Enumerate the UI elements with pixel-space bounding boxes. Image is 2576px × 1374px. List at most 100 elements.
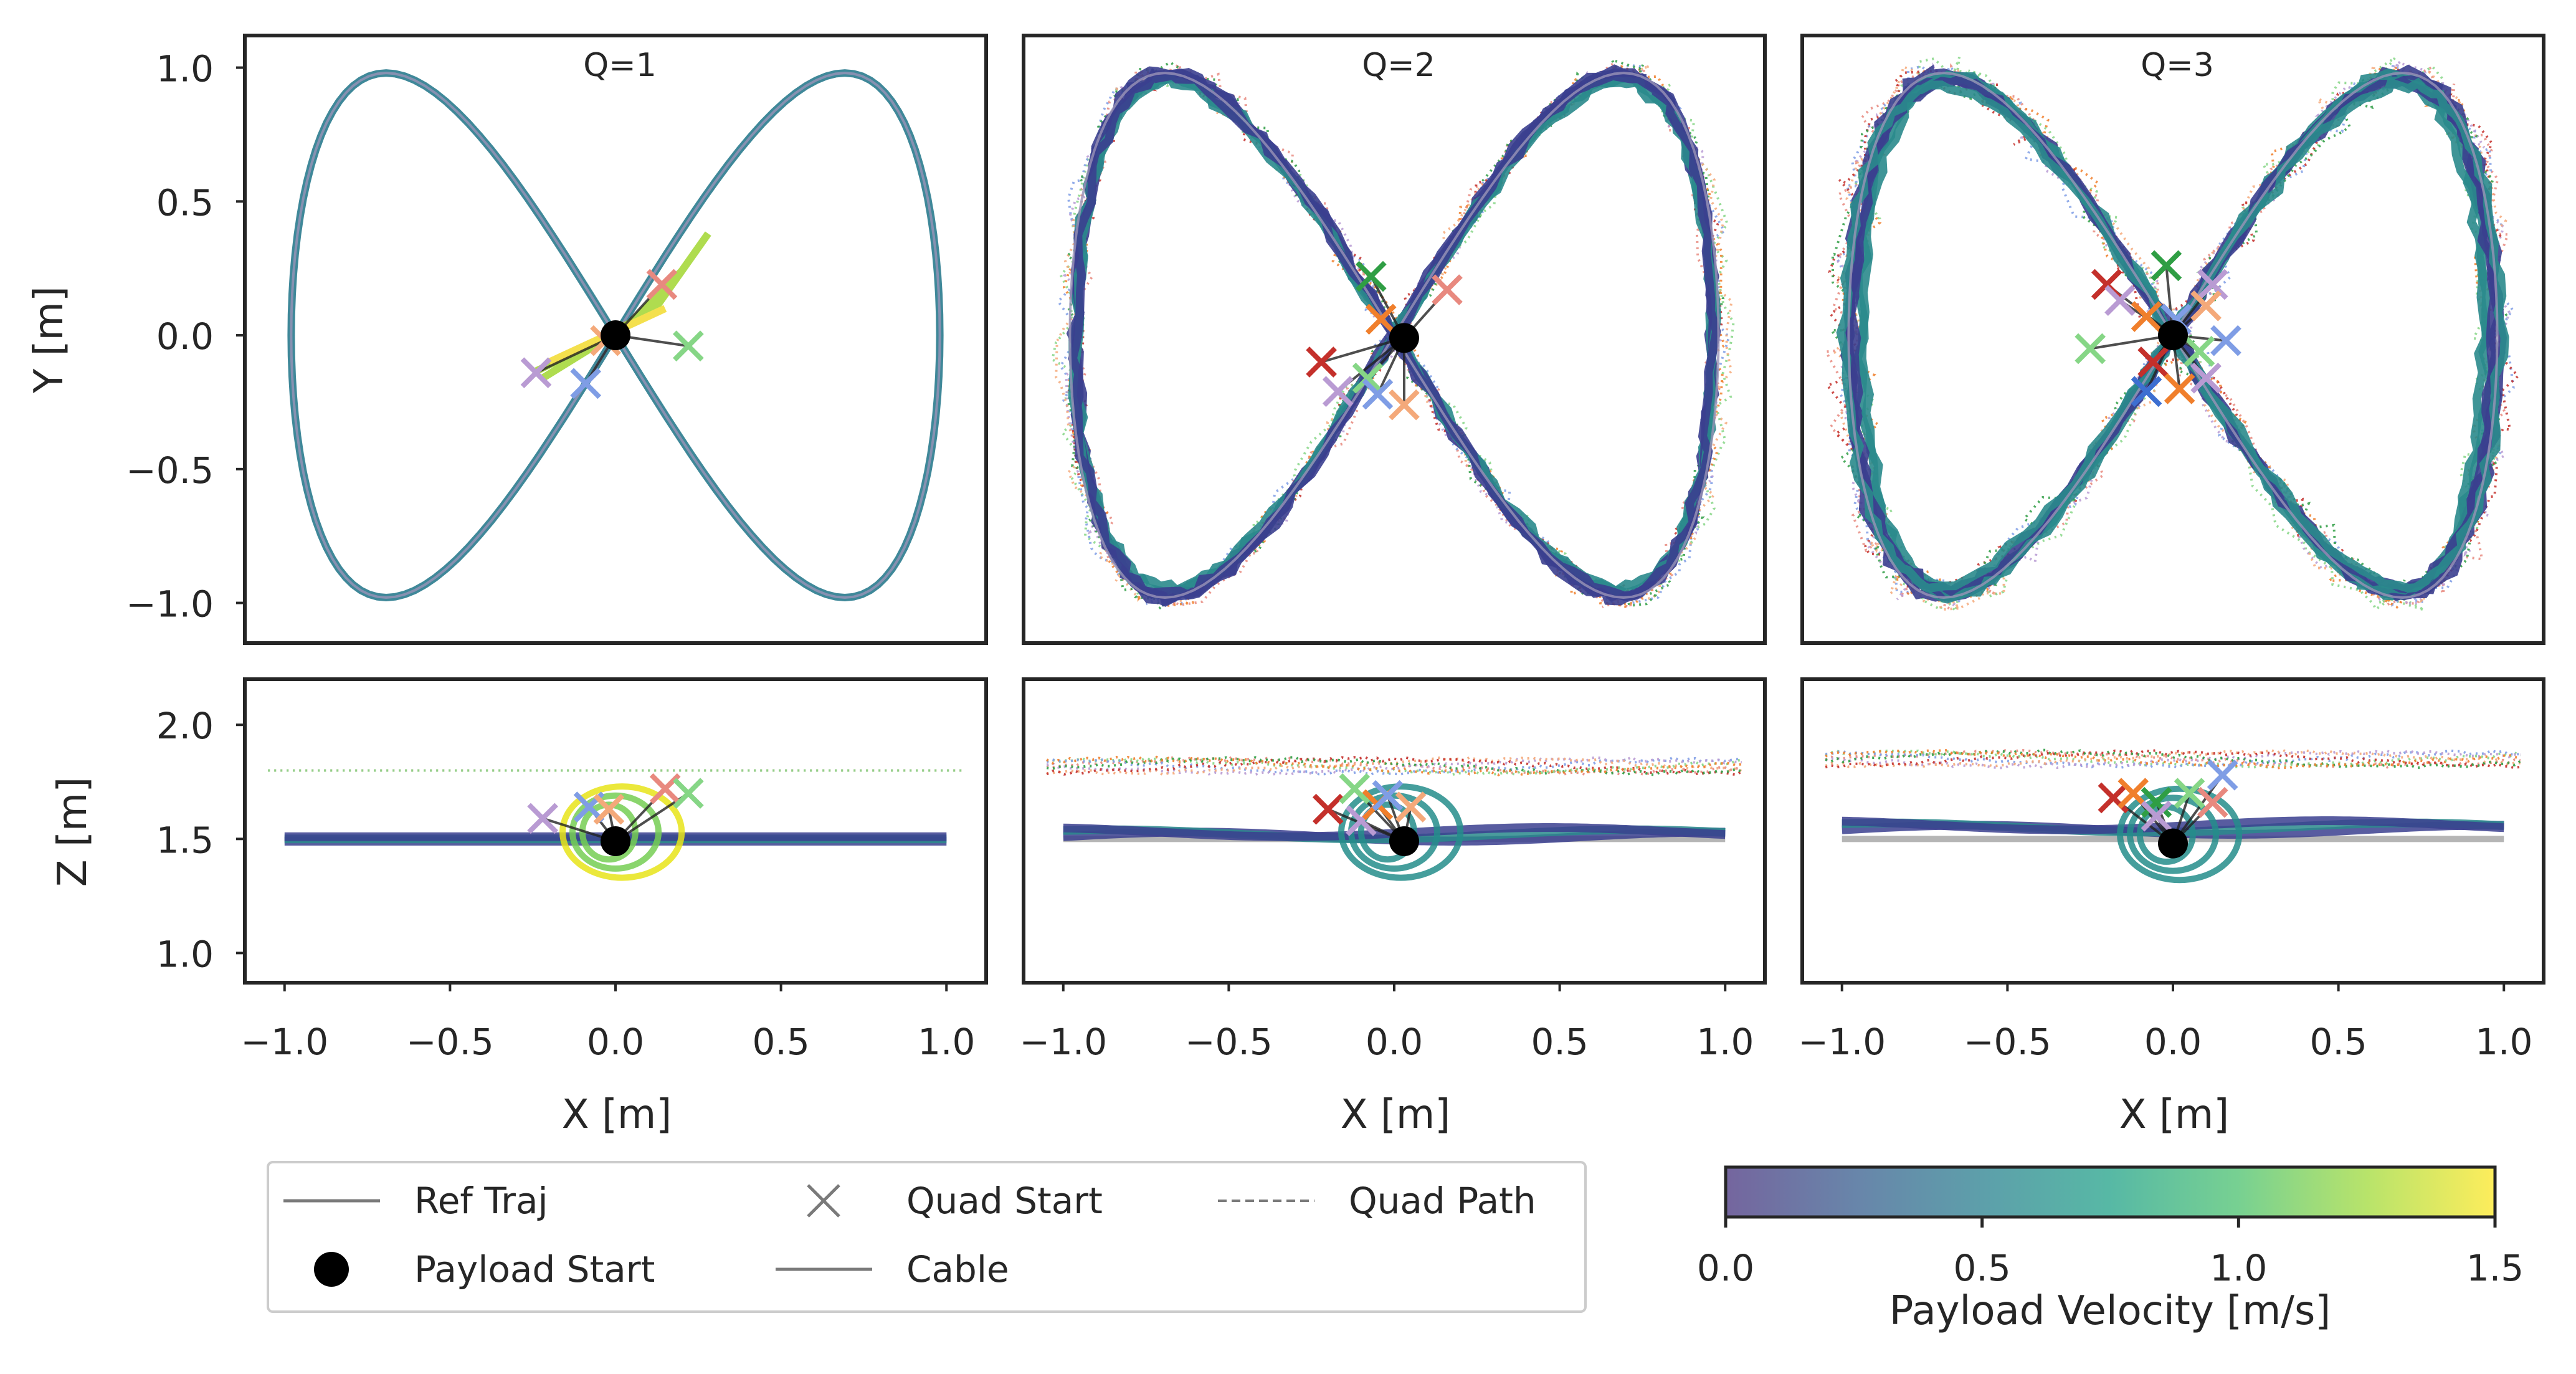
quad-start-marker-2-b	[570, 368, 602, 399]
quad-start-marker-0-b	[2151, 250, 2182, 282]
quad-start-marker-3-b	[2174, 778, 2205, 809]
panel-3	[1800, 34, 2545, 645]
colorbar-ticks: 0.0 0.5 1.0 1.5	[1697, 1217, 2524, 1289]
x-tick-label-1: −0.5	[1185, 1021, 1273, 1063]
quad-start-marker-1-b	[2091, 269, 2122, 300]
legend-payload-start-swatch	[314, 1252, 349, 1287]
quad-start-marker-9-b	[2184, 335, 2215, 367]
legend-quad-path-label: Quad Path	[1349, 1180, 1536, 1222]
legend: Ref Traj Quad Start Quad Path Payload St…	[267, 1161, 1587, 1313]
payload-transient-loop-2	[2117, 785, 2243, 884]
quad-start-marker-8-b	[2210, 325, 2241, 356]
quad-start-marker-0-b	[1355, 260, 1387, 292]
quad-start-marker-5-b	[2131, 301, 2162, 332]
quad-altitude-path-0	[1825, 748, 2521, 769]
payload-start-marker	[1389, 323, 1419, 353]
payload-start-marker	[601, 826, 630, 856]
x-tick-label-0: −1.0	[240, 1021, 328, 1063]
colorbar-gradient	[1724, 1165, 2497, 1219]
x-tick-label-4: 1.0	[2475, 1021, 2532, 1063]
colorbar-label: Payload Velocity [m/s]	[1889, 1288, 2331, 1334]
plot-area-5	[1046, 755, 1742, 881]
z-axis-label: Z [m]	[50, 777, 96, 887]
quad-start-marker-3-b	[1372, 780, 1404, 811]
axes-frame	[1800, 34, 2545, 645]
panel-1: 1.0 0.5 0.0 −0.5 −1.0	[126, 34, 988, 645]
colorbar-tick-label-1: 0.5	[1954, 1247, 2011, 1289]
x-axis-label-3: X [m]	[2119, 1092, 2229, 1138]
plot-area-1	[287, 69, 944, 602]
x-tick-label-4: 1.0	[1696, 1021, 1754, 1063]
x-tick-label-0: −1.0	[1019, 1021, 1107, 1063]
y-tick-label-1: 1.5	[156, 819, 214, 861]
quad-start-marker-11-b	[2131, 376, 2162, 408]
quad-start-marker-5-b	[1339, 773, 1371, 804]
x-tick-label-2: 0.0	[587, 1021, 644, 1063]
quad-start-marker-7-b	[2075, 333, 2106, 365]
panel-title-q3: Q=3	[2141, 47, 2214, 84]
plot-area-2	[1050, 57, 1735, 610]
payload-transient-loop-2	[1338, 783, 1464, 881]
colorbar-tick-label-2: 1.0	[2210, 1247, 2267, 1289]
axes-frame	[243, 34, 988, 645]
legend-ref-traj-label: Ref Traj	[414, 1180, 548, 1222]
quad-start-marker-4-b	[2190, 290, 2222, 322]
quad-start-marker-4-b	[593, 793, 625, 825]
quad-start-marker-5-b	[2207, 759, 2238, 791]
quad-start-marker-5-b	[1352, 362, 1384, 394]
legend-quad-start-label: Quad Start	[906, 1180, 1103, 1222]
panel-title-q2: Q=2	[1362, 47, 1435, 84]
panel-2	[1022, 34, 1767, 645]
x-axis-label-1: X [m]	[562, 1092, 672, 1138]
quad-start-marker-3-b	[2197, 269, 2228, 300]
quad-start-marker-6-b	[1362, 378, 1394, 410]
quad-start-marker-0-b	[1312, 793, 1344, 825]
quad-start-marker-2-b	[673, 778, 704, 809]
x-tick-label-3: 0.5	[2310, 1021, 2367, 1063]
x-tick-label-1: −0.5	[1964, 1021, 2051, 1063]
plot-area-6	[1825, 748, 2521, 884]
x-tick-label-1: −0.5	[406, 1021, 494, 1063]
payload-start-marker	[1389, 826, 1419, 856]
panel-6: −1.0 −0.5 0.0 0.5 1.0	[1798, 677, 2545, 1063]
legend-cable-label: Cable	[906, 1248, 1009, 1291]
quad-start-marker-4-b	[1395, 791, 1427, 823]
quad-start-marker-0-b	[646, 269, 678, 300]
y-tick-label-0: 1.0	[156, 48, 214, 90]
y-tick-label-4: −1.0	[126, 583, 214, 626]
quad-start-marker-2-b	[2104, 285, 2136, 317]
quad-start-marker-0-b	[2098, 782, 2129, 814]
quad-start-marker-4-b	[1322, 376, 1354, 408]
payload-transient-loop-1	[2126, 794, 2220, 874]
x-tick-label-3: 0.5	[1531, 1021, 1589, 1063]
quad-start-marker-13-b	[2190, 362, 2222, 394]
payload-transient-loop-1	[569, 792, 662, 872]
payload-start-marker	[2158, 828, 2188, 859]
quad-start-marker-1-b	[1432, 274, 1463, 305]
quad-start-marker-1-b	[649, 773, 681, 804]
plot-area-4	[268, 769, 963, 881]
quad-start-marker-1-b	[673, 330, 704, 362]
quad-start-marker-3-b	[1306, 346, 1337, 378]
y-tick-label-0: 2.0	[156, 705, 214, 747]
panel-4: 2.0 1.5 1.0 −1.0 −0.5 0.0 0.5 1.0	[156, 677, 988, 1063]
quad-start-marker-2-b	[2141, 786, 2172, 818]
quad-altitude-path-2	[1046, 756, 1742, 776]
quad-altitude-path-5	[1046, 755, 1742, 776]
panel-title-q1: Q=1	[583, 47, 657, 84]
legend-payload-start-label: Payload Start	[414, 1248, 655, 1291]
y-tick-label-2: 1.0	[156, 933, 214, 975]
quad-altitude-path-3	[1825, 749, 2521, 770]
quad-start-marker-4-b	[2197, 786, 2228, 818]
subplot-grid: 1.0 0.5 0.0 −0.5 −1.0 2.0 1.5 1.0 −1.0 −0.5 0.0 0.5…	[126, 34, 2545, 1063]
quad-altitude-path-0	[1046, 755, 1742, 776]
plot-area-3	[1824, 56, 2520, 614]
y-axis-label-top: Y [m]	[26, 286, 72, 394]
quad-start-marker-1-b	[2117, 778, 2149, 809]
legend-frame	[267, 1161, 1587, 1313]
colorbar: 0.0 0.5 1.0 1.5 Payload Velocity [m/s]	[1697, 1165, 2524, 1334]
legend-quad-start-swatch-b	[807, 1184, 840, 1218]
quad-start-marker-2-b	[1365, 303, 1397, 335]
quad-start-marker-3-b	[527, 803, 558, 834]
